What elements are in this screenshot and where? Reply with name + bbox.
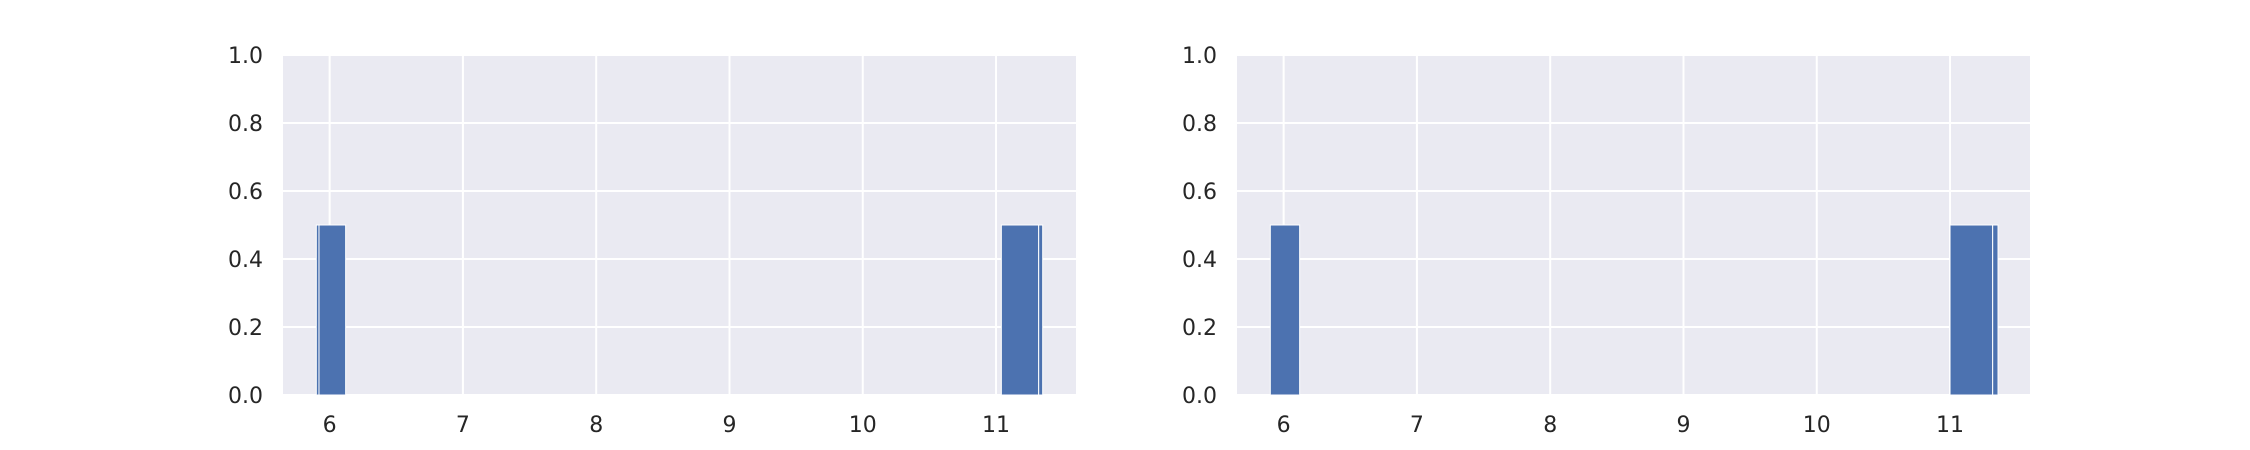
x-tick-label: 8: [589, 413, 603, 438]
y-tick-label: 1.0: [1182, 44, 1217, 69]
y-tick-label: 0.6: [228, 180, 263, 205]
y-tick-label: 0.0: [228, 384, 263, 409]
y-tick-label: 1.0: [228, 44, 263, 69]
histogram-bar: [1269, 224, 1301, 396]
y-tick-label: 0.4: [228, 248, 263, 273]
x-tick-label: 11: [982, 413, 1010, 438]
x-tick-label: 6: [323, 413, 337, 438]
histogram-bar: [318, 224, 347, 396]
x-tick-label: 11: [1936, 413, 1964, 438]
histogram-bar: [1038, 224, 1044, 396]
subplot-2: 6 7 8 9 10 11 0.0 0.2 0.4 0.6 0.8 1.0: [1182, 44, 2030, 438]
x-tick-label: 9: [1676, 413, 1690, 438]
y-tick-label: 0.0: [1182, 384, 1217, 409]
subplot-1: 6 7 8 9 10 11 0.0 0.2 0.4 0.6 0.8 1.0: [228, 44, 1076, 438]
y-tick-label: 0.8: [1182, 112, 1217, 137]
histogram-bar: [1949, 224, 1994, 396]
x-tick-label: 10: [849, 413, 877, 438]
plot-background: [283, 55, 1076, 395]
x-tick-label: 10: [1803, 413, 1831, 438]
y-tick-label: 0.2: [1182, 316, 1217, 341]
x-tick-label: 7: [1410, 413, 1424, 438]
x-tick-label: 7: [456, 413, 470, 438]
y-tick-label: 0.4: [1182, 248, 1217, 273]
histogram-bar: [1000, 224, 1040, 396]
x-tick-label: 6: [1277, 413, 1291, 438]
y-tick-label: 0.8: [228, 112, 263, 137]
y-tick-label: 0.6: [1182, 180, 1217, 205]
x-tick-label: 8: [1543, 413, 1557, 438]
y-tick-label: 0.2: [228, 316, 263, 341]
plot-background: [1237, 55, 2030, 395]
x-tick-label: 9: [722, 413, 736, 438]
histogram-bar: [1992, 224, 1999, 396]
